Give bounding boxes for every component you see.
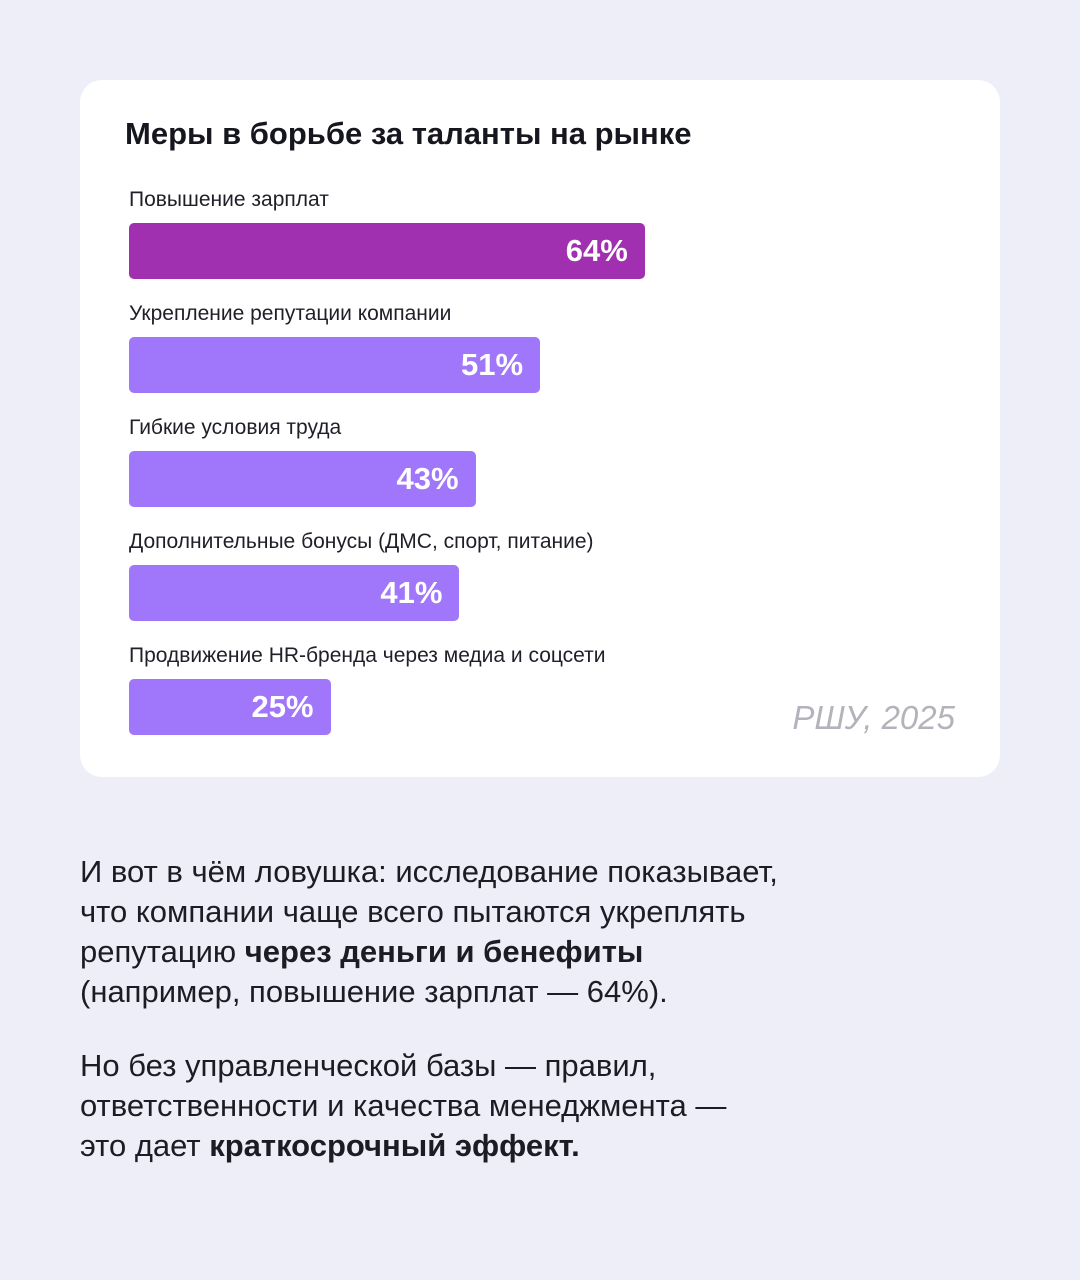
bar-value-label: 41%: [380, 575, 443, 610]
paragraph-line: Но без управленческой базы — правил,: [80, 1048, 657, 1083]
bar-label: Повышение зарплат: [129, 188, 329, 211]
bar-row: Продвижение HR-бренда через медиа и соцс…: [129, 640, 949, 754]
bar: 25%: [129, 679, 331, 735]
paragraph-emphasis: краткосрочный эффект.: [209, 1128, 580, 1163]
paragraph-line: что компании чаще всего пытаются укрепля…: [80, 894, 746, 929]
bar-track: 41%: [129, 565, 935, 621]
bar-row: Дополнительные бонусы (ДМС, спорт, питан…: [129, 526, 949, 640]
bar-row: Гибкие условия труда 43%: [129, 412, 949, 526]
paragraph-emphasis: через деньги и бенефиты: [244, 934, 644, 969]
bar: 41%: [129, 565, 460, 621]
paragraph-text: это дает: [80, 1128, 210, 1163]
bar-value-label: 64%: [565, 233, 628, 268]
paragraph-line: (например, повышение зарплат — 64%).: [80, 974, 668, 1009]
bar-label: Гибкие условия труда: [129, 416, 342, 439]
paragraph-line: это дает краткосрочный эффект.: [80, 1126, 980, 1166]
paragraph-line: И вот в чём ловушка: исследование показы…: [80, 854, 778, 889]
bar-track: 64%: [129, 223, 935, 279]
paragraph-conclusion: Но без управленческой базы — правил, отв…: [80, 1046, 980, 1166]
paragraph-line: ответственности и качества менеджмента —: [80, 1088, 727, 1123]
paragraph-text: репутацию: [80, 934, 245, 969]
bar-track: 25%: [129, 679, 935, 735]
bar-track: 51%: [129, 337, 935, 393]
bar-value-label: 51%: [461, 347, 524, 382]
bar-row: Укрепление репутации компании 51%: [129, 298, 949, 412]
bar: 43%: [129, 451, 476, 507]
paragraph-line: репутацию через деньги и бенефиты: [80, 932, 980, 972]
bar-row: Повышение зарплат 64%: [129, 184, 949, 298]
chart-title: Меры в борьбе за таланты на рынке: [125, 116, 692, 151]
bar-track: 43%: [129, 451, 935, 507]
paragraph-trap: И вот в чём ловушка: исследование показы…: [80, 852, 980, 1012]
bar-value-label: 25%: [251, 689, 314, 724]
bar-label: Продвижение HR-бренда через медиа и соцс…: [129, 644, 606, 667]
bar-value-label: 43%: [396, 461, 459, 496]
chart-source: РШУ, 2025: [792, 699, 955, 736]
bar-list: Повышение зарплат 64% Укрепление репутац…: [129, 184, 949, 754]
bar-label: Укрепление репутации компании: [129, 302, 452, 325]
bar: 64%: [129, 223, 645, 279]
bar-label: Дополнительные бонусы (ДМС, спорт, питан…: [129, 530, 594, 553]
chart-card: Меры в борьбе за таланты на рынке Повыше…: [80, 80, 1000, 777]
bar: 51%: [129, 337, 541, 393]
